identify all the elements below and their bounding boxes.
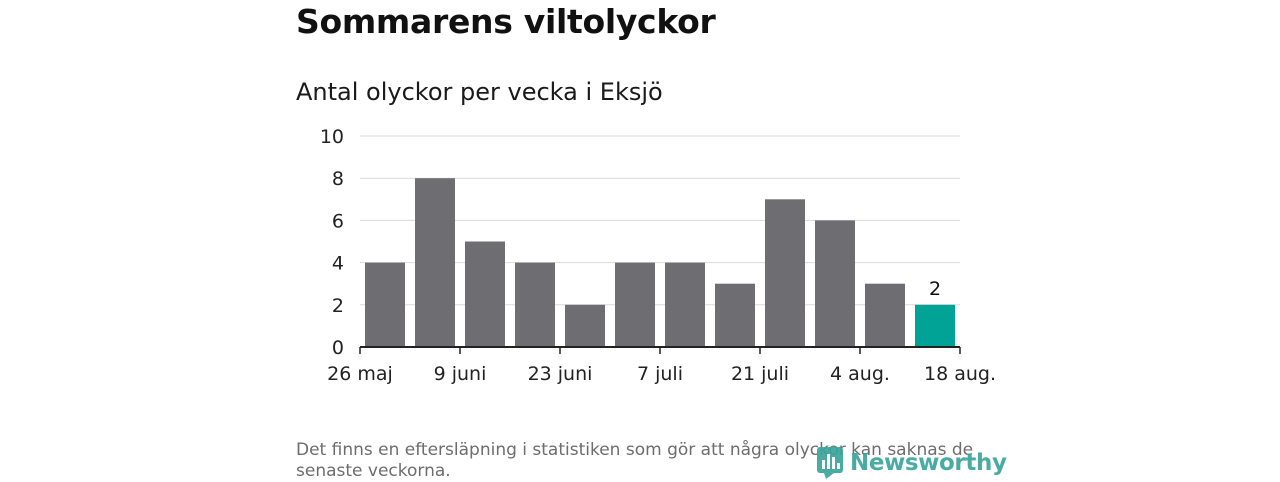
y-tick-label: 6	[332, 210, 344, 232]
bar	[415, 178, 455, 347]
x-tick-label: 18 aug.	[924, 363, 996, 385]
y-tick-label: 8	[332, 168, 344, 190]
newsworthy-logo: Newsworthy	[816, 446, 1007, 480]
bar	[865, 283, 905, 347]
y-tick-label: 10	[320, 126, 344, 148]
bar	[665, 262, 705, 347]
highlighted-bar	[915, 304, 955, 347]
bar	[615, 262, 655, 347]
chart-title: Sommarens viltolyckor	[296, 2, 716, 41]
chart-subtitle: Antal olyckor per vecka i Eksjö	[296, 78, 663, 106]
bar	[715, 283, 755, 347]
newsworthy-logo-text: Newsworthy	[850, 450, 1007, 476]
y-tick-label: 4	[332, 253, 344, 275]
x-tick-label: 9 juni	[434, 363, 487, 385]
bar	[515, 262, 555, 347]
bar	[815, 220, 855, 347]
bar-value-label: 2	[929, 278, 941, 300]
bar-chart: 0 2 4 6 8 10 2 26 maj 9 juni 23 juni 7 juli 21 juli…	[320, 126, 996, 385]
bar	[465, 241, 505, 347]
x-tick-label: 26 maj	[327, 363, 393, 385]
bar	[365, 262, 405, 347]
x-tick-label: 7 juli	[637, 363, 683, 385]
footnote: Det finns en eftersläpning i statistiken…	[296, 440, 974, 481]
x-tick-label: 23 juni	[528, 363, 593, 385]
y-tick-label: 0	[332, 337, 344, 359]
x-tick-label: 4 aug.	[830, 363, 890, 385]
newsworthy-logo-icon	[817, 447, 843, 479]
x-tick-label: 21 juli	[731, 363, 789, 385]
y-tick-label: 2	[332, 295, 344, 317]
bar	[765, 199, 805, 347]
bar	[565, 304, 605, 347]
